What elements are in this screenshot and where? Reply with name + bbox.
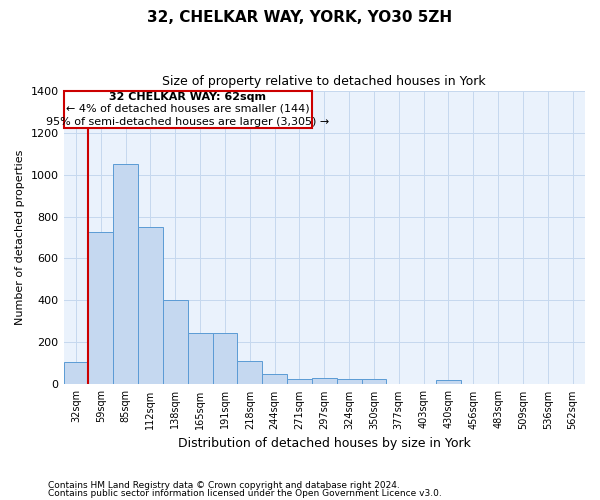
Text: Contains HM Land Registry data © Crown copyright and database right 2024.: Contains HM Land Registry data © Crown c… [48, 481, 400, 490]
Bar [312, 378, 337, 384]
Bar [188, 333, 212, 384]
Text: 95% of semi-detached houses are larger (3,305) →: 95% of semi-detached houses are larger (… [46, 116, 329, 126]
Title: Size of property relative to detached houses in York: Size of property relative to detached ho… [163, 75, 486, 88]
Bar [88, 232, 113, 384]
Bar [337, 379, 362, 384]
Bar [212, 333, 238, 384]
Bar [64, 362, 88, 384]
Bar [262, 374, 287, 384]
FancyBboxPatch shape [64, 90, 312, 128]
Bar [287, 379, 312, 384]
Text: 32 CHELKAR WAY: 62sqm: 32 CHELKAR WAY: 62sqm [109, 92, 266, 102]
Text: 32, CHELKAR WAY, YORK, YO30 5ZH: 32, CHELKAR WAY, YORK, YO30 5ZH [148, 10, 452, 25]
Bar [436, 380, 461, 384]
Bar [238, 362, 262, 384]
Bar [113, 164, 138, 384]
Bar [163, 300, 188, 384]
X-axis label: Distribution of detached houses by size in York: Distribution of detached houses by size … [178, 437, 471, 450]
Text: ← 4% of detached houses are smaller (144): ← 4% of detached houses are smaller (144… [66, 104, 310, 114]
Y-axis label: Number of detached properties: Number of detached properties [15, 150, 25, 325]
Text: Contains public sector information licensed under the Open Government Licence v3: Contains public sector information licen… [48, 488, 442, 498]
Bar [138, 227, 163, 384]
Bar [362, 379, 386, 384]
